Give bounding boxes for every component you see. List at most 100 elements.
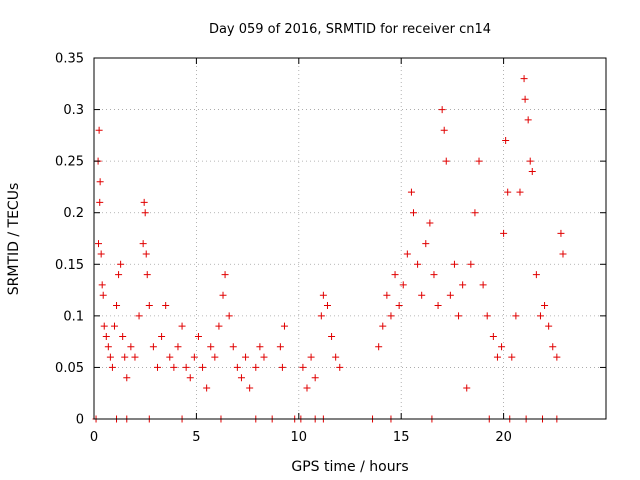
data-point: [98, 281, 106, 289]
axis-ticks: 0 0.05 0.1 0.15 0.2 0.25 0.3 0.35 0 5 10 15 20: [55, 52, 606, 445]
x-tick-label: 20: [495, 430, 512, 445]
data-point: [532, 271, 540, 279]
data-point: [166, 353, 174, 361]
data-point: [502, 137, 510, 145]
data-point: [221, 271, 229, 279]
data-point: [479, 281, 487, 289]
data-point: [131, 353, 139, 361]
y-tick-label: 0.15: [55, 258, 84, 273]
data-point: [127, 343, 135, 351]
data-point: [493, 353, 501, 361]
data-point: [260, 353, 268, 361]
data-point: [520, 75, 528, 83]
data-point: [500, 229, 508, 237]
data-point: [115, 271, 123, 279]
data-point: [319, 291, 327, 299]
data-point: [256, 343, 264, 351]
data-point: [557, 229, 565, 237]
data-point: [323, 302, 331, 310]
y-tick-label: 0.1: [63, 309, 84, 324]
data-point: [97, 250, 105, 258]
data-point: [553, 353, 561, 361]
data-point: [407, 188, 415, 196]
data-point: [190, 353, 198, 361]
data-point: [233, 363, 241, 371]
data-point: [117, 260, 125, 268]
y-tick-label: 0.05: [55, 361, 84, 376]
data-point: [225, 312, 233, 320]
data-point: [106, 353, 114, 361]
data-point: [559, 250, 567, 258]
data-point: [141, 209, 149, 217]
data-point: [483, 312, 491, 320]
data-point: [395, 302, 403, 310]
data-point: [512, 312, 520, 320]
data-point: [414, 260, 422, 268]
data-point: [135, 312, 143, 320]
data-point: [219, 291, 227, 299]
data-point: [113, 302, 121, 310]
data-point: [280, 322, 288, 330]
y-tick-label: 0.3: [63, 103, 84, 118]
data-point: [278, 363, 286, 371]
data-point: [215, 322, 223, 330]
data-point: [96, 178, 104, 186]
data-point: [450, 260, 458, 268]
data-point: [549, 343, 557, 351]
data-point: [403, 250, 411, 258]
data-point: [303, 384, 311, 392]
data-point: [104, 343, 112, 351]
data-point: [276, 343, 284, 351]
data-point: [521, 95, 529, 103]
data-point: [430, 271, 438, 279]
data-point: [246, 384, 254, 392]
data-point: [422, 240, 430, 248]
x-tick-label: 5: [192, 430, 200, 445]
data-point: [142, 250, 150, 258]
data-points: [92, 75, 567, 423]
data-point: [504, 188, 512, 196]
data-point: [108, 363, 116, 371]
data-point: [516, 188, 524, 196]
data-point: [383, 291, 391, 299]
x-axis-label: GPS time / hours: [291, 459, 408, 475]
data-point: [387, 312, 395, 320]
data-point: [237, 374, 245, 382]
data-point: [140, 198, 148, 206]
data-point: [536, 312, 544, 320]
data-point: [418, 291, 426, 299]
data-point: [379, 322, 387, 330]
data-point: [545, 322, 553, 330]
data-point: [375, 343, 383, 351]
data-point: [99, 291, 107, 299]
data-point: [242, 353, 250, 361]
x-tick-label: 0: [90, 430, 98, 445]
data-point: [455, 312, 463, 320]
data-point: [153, 363, 161, 371]
data-point: [170, 363, 178, 371]
data-point: [498, 343, 506, 351]
data-point: [475, 157, 483, 165]
x-tick-label: 15: [393, 430, 410, 445]
data-point: [440, 126, 448, 134]
data-point: [299, 363, 307, 371]
data-point: [409, 209, 417, 217]
data-point: [508, 353, 516, 361]
data-point: [96, 198, 104, 206]
data-point: [178, 322, 186, 330]
data-point: [442, 157, 450, 165]
y-tick-label: 0.2: [63, 206, 84, 221]
data-point: [446, 291, 454, 299]
data-point: [526, 157, 534, 165]
data-point: [459, 281, 467, 289]
data-point: [162, 302, 170, 310]
data-point: [252, 363, 260, 371]
data-point: [311, 374, 319, 382]
data-point: [149, 343, 157, 351]
data-point: [332, 353, 340, 361]
data-point: [102, 332, 110, 340]
data-point: [121, 353, 129, 361]
data-point: [399, 281, 407, 289]
plot-frame: [93, 57, 607, 420]
y-tick-label: 0.35: [55, 52, 84, 67]
